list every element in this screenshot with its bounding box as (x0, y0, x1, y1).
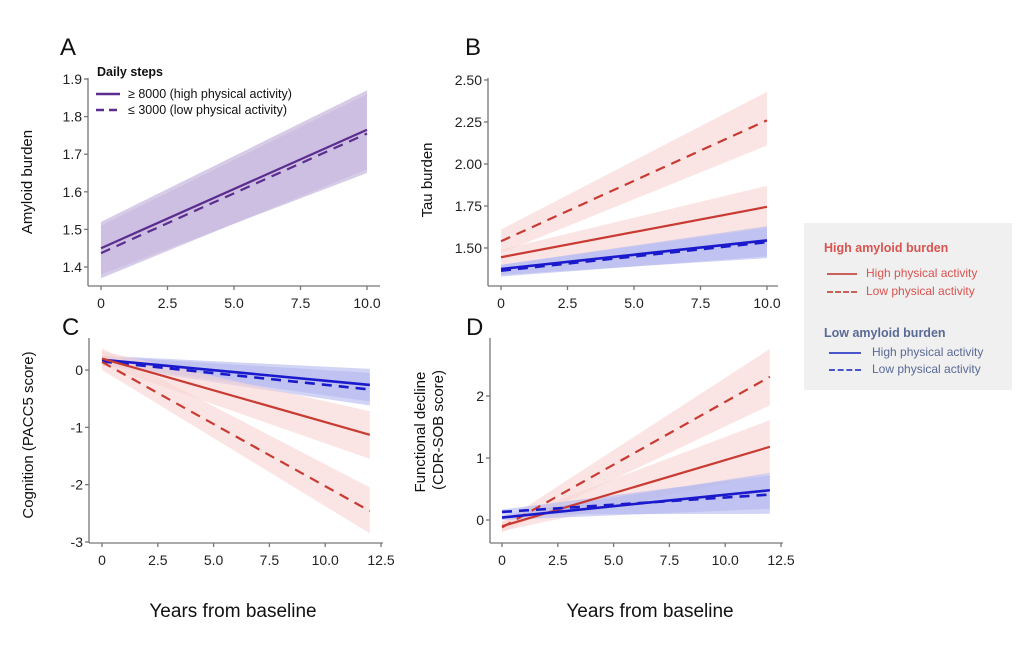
legend-a: Daily steps ≥ 8000 (high physical activi… (96, 65, 292, 117)
panel-d: D Functional decline (CDR-SOB score) 0 2.… (412, 314, 795, 622)
y-tick-label: -2 (71, 477, 84, 493)
x-tick-label: 2.5 (148, 552, 168, 568)
legend-a-title: Daily steps (97, 65, 163, 79)
series-line-b-0 (500, 119, 768, 243)
legend-a-item-low: ≤ 3000 (low physical activity) (128, 103, 287, 117)
y-tick-label: 1.8 (63, 109, 83, 125)
panel-letter-d: D (466, 314, 483, 341)
y-tick-label: 1.75 (455, 198, 482, 214)
x-tick-label: 7.5 (691, 295, 711, 311)
series-line-c-1 (101, 360, 370, 391)
legend-low-dashed-swatch (829, 369, 861, 371)
series-line-d-0 (501, 375, 771, 529)
y-tick-label: 2 (476, 388, 484, 404)
panel-letter-c: C (62, 314, 79, 341)
y-tick-label: 1.9 (63, 71, 83, 87)
ci-band-d-0 (502, 348, 770, 533)
series-line-a-1 (100, 132, 368, 255)
y-tick-label: 2.00 (455, 156, 482, 172)
series-line-b-3 (500, 240, 768, 272)
y-tick-label: 0 (476, 512, 484, 528)
x-tick-label: 7.5 (260, 552, 280, 568)
ci-band-c-3 (102, 348, 370, 534)
ci-band-b-3 (501, 227, 767, 277)
series-line-c-0 (101, 358, 370, 387)
series-line-d-2 (501, 488, 770, 519)
y-tick-label: 2.25 (455, 114, 482, 130)
x-tick-label: 2.5 (548, 552, 568, 568)
series-line-d-3 (501, 493, 770, 514)
y-axis-title-d: Functional decline (412, 372, 429, 493)
x-tick-label: 5.0 (624, 295, 644, 311)
legend-low-amyloid-title: Low amyloid burden (824, 326, 946, 340)
panel-a: A Amyloid burden 0 2.5 5.0 7.5 10.0 1.4 1.5 1.6… (19, 34, 381, 311)
y-axis-title-d-line1: Functional decline (CDR-SOB score) (412, 367, 447, 492)
x-tick-label: 2.5 (158, 295, 178, 311)
y-tick-label: 1.4 (63, 259, 83, 275)
legend-high-solid-swatch (827, 273, 857, 275)
x-tick-label: 7.5 (660, 552, 680, 568)
x-tick-label: 12.5 (767, 552, 794, 568)
y-tick-label: 1.7 (63, 146, 83, 162)
panel-letter-b: B (465, 34, 481, 61)
x-tick-label: 0 (498, 552, 506, 568)
legend-low-low-pa: Low physical activity (872, 362, 981, 376)
y-tick-label: 1 (476, 450, 484, 466)
x-tick-label: 5.0 (204, 552, 224, 568)
y-tick-label: 2.50 (455, 72, 482, 88)
panel-letter-a: A (60, 34, 76, 61)
x-tick-label: 12.5 (367, 552, 394, 568)
x-tick-label: 0 (97, 295, 105, 311)
y-tick-label: 0 (75, 362, 83, 378)
y-tick-label: -3 (71, 534, 84, 550)
series-line-b-1 (500, 205, 768, 259)
x-tick-label: 0 (497, 295, 505, 311)
series-line-a-0 (100, 128, 368, 250)
x-tick-label: 7.5 (291, 295, 311, 311)
x-tick-label: 2.5 (558, 295, 578, 311)
legend-low-high-pa: High physical activity (872, 345, 984, 359)
legend-high-high-pa: High physical activity (866, 266, 978, 280)
ci-band-a-1 (101, 94, 367, 279)
legend-high-low-pa: Low physical activity (866, 284, 975, 298)
y-tick-label: 1.6 (63, 184, 83, 200)
series-line-b-2 (500, 239, 768, 271)
y-axis-title-d-line2: (CDR-SOB score) (430, 370, 447, 490)
x-tick-label: 10.0 (753, 295, 780, 311)
x-tick-label: 10.0 (312, 552, 339, 568)
panel-c: C Cognition (PACC5 score) 0 2.5 5.0 7.5 10.0… (20, 314, 395, 622)
y-tick-label: 1.5 (63, 221, 83, 237)
shared-legend: High amyloid burden High physical activi… (804, 223, 1012, 390)
ci-band-d-3 (502, 475, 770, 515)
x-tick-label: 5.0 (224, 295, 244, 311)
legend-high-amyloid-title: High amyloid burden (824, 241, 949, 255)
x-axis-title-c: Years from baseline (149, 601, 316, 622)
y-tick-label: -1 (71, 419, 84, 435)
y-axis-title-a: Amyloid burden (19, 130, 36, 234)
x-tick-label: 0 (98, 552, 106, 568)
y-tick-label: 1.50 (455, 240, 482, 256)
legend-high-dashed-swatch (827, 291, 857, 293)
series-line-c-2 (101, 357, 371, 436)
y-axis-title-b: Tau burden (419, 142, 436, 217)
panel-b: B Tau burden 0 2.5 5.0 7.5 10.0 1.50 1.75 2.00 2… (419, 34, 781, 311)
x-axis-title-d: Years from baseline (566, 601, 733, 622)
x-tick-label: 10.0 (712, 552, 739, 568)
series-line-c-3 (101, 361, 371, 513)
legend-low-solid-swatch (829, 352, 861, 354)
ci-band-b-0 (501, 91, 767, 254)
x-tick-label: 10.0 (353, 295, 380, 311)
y-axis-title-c: Cognition (PACC5 score) (20, 351, 37, 518)
legend-a-item-high: ≥ 8000 (high physical activity) (128, 87, 292, 101)
x-tick-label: 5.0 (604, 552, 624, 568)
